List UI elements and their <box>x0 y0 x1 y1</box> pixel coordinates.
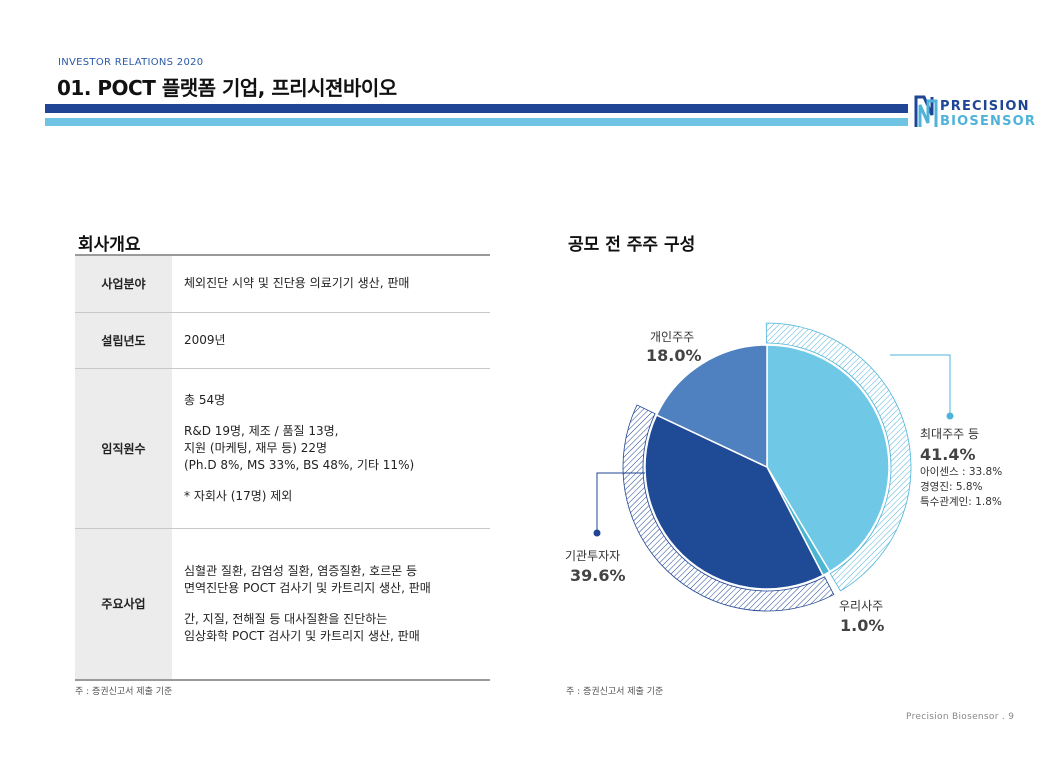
pie-slice <box>766 344 890 573</box>
slice-category-label: 개인주주 <box>650 330 694 344</box>
page-title: 01. POCT 플랫폼 기업, 프리시젼바이오 <box>57 76 397 100</box>
table-row: 주요사업 심혈관 질환, 감염성 질환, 염증질환, 호르몬 등 면역진단용 P… <box>75 528 490 681</box>
table-row: 임직원수 총 54명 R&D 19명, 제조 / 품질 13명, 지원 (마케팅… <box>75 368 490 529</box>
precision-logo-icon <box>914 95 938 127</box>
logo-text-biosensor: BIOSENSOR <box>940 114 1037 129</box>
chart-source-note: 주 : 증권신고서 제출 기준 <box>566 687 664 697</box>
slice-value-label: 1.0% <box>840 616 884 635</box>
value-line: 총 54명 <box>184 392 226 407</box>
slice-category-label: 최대주주 등 <box>920 427 979 441</box>
page-footer: Precision Biosensor . 9 <box>906 712 1015 722</box>
leader-line <box>596 472 645 533</box>
value-line: 면역진단용 POCT 검사기 및 카트리지 생산, 판매 <box>184 580 431 595</box>
value-line: 간, 지질, 전해질 등 대사질환을 진단하는 <box>184 611 388 626</box>
leader-dot <box>946 412 954 420</box>
value-line: 체외진단 시약 및 진단용 의료기기 생산, 판매 <box>184 276 410 291</box>
source-note: 주 : 증권신고서 제출 기준 <box>75 687 173 697</box>
breakdown-label: 특수관계인: 1.8% <box>920 496 1002 508</box>
row-value: 총 54명 R&D 19명, 제조 / 품질 13명, 지원 (마케팅, 재무 … <box>172 368 490 529</box>
header-bar-sky <box>45 118 908 126</box>
row-label: 설립년도 <box>75 312 172 369</box>
leader-dot <box>593 529 601 537</box>
value-line: R&D 19명, 제조 / 품질 13명, <box>184 423 339 438</box>
slice-value-label: 41.4% <box>920 445 976 464</box>
value-line: 심혈관 질환, 감염성 질환, 염증질환, 호르몬 등 <box>184 563 418 578</box>
row-label: 임직원수 <box>75 368 172 529</box>
row-label: 사업분야 <box>75 254 172 313</box>
overview-title: 회사개요 <box>78 235 141 255</box>
breakdown-label: 경영진: 5.8% <box>920 480 983 493</box>
value-line: * 자회사 (17명) 제외 <box>184 488 293 503</box>
overview-table: 사업분야 체외진단 시약 및 진단용 의료기기 생산, 판매 설립년도 2009… <box>75 254 490 681</box>
logo-text-precision: PRECISION <box>940 99 1030 114</box>
leader-line <box>890 354 951 416</box>
value-line: 지원 (마케팅, 재무 등) 22명 <box>184 440 328 455</box>
value-line: 2009년 <box>184 332 226 347</box>
chart-title: 공모 전 주주 구성 <box>568 235 696 255</box>
header-bar-navy <box>45 104 908 113</box>
eyebrow-label: INVESTOR RELATIONS 2020 <box>58 57 204 68</box>
pie-slice <box>655 344 768 469</box>
pie-ring-highlight <box>765 322 912 592</box>
value-line: 임상화학 POCT 검사기 및 카트리지 생산, 판매 <box>184 628 420 643</box>
table-row: 사업분야 체외진단 시약 및 진단용 의료기기 생산, 판매 <box>75 254 490 313</box>
shareholder-pie-chart: 최대주주 등 41.4% 아이센스 : 33.8% 경영진: 5.8% 특수관계인: 1… <box>565 322 1002 635</box>
breakdown-label: 아이센스 : 33.8% <box>920 466 1002 478</box>
pie-ring-highlight <box>622 404 835 612</box>
row-label: 주요사업 <box>75 528 172 681</box>
value-line: (Ph.D 8%, MS 33%, BS 48%, 기타 11%) <box>184 457 415 472</box>
row-value: 2009년 <box>172 312 490 369</box>
row-value: 체외진단 시약 및 진단용 의료기기 생산, 판매 <box>172 254 490 313</box>
slice-value-label: 39.6% <box>570 566 626 585</box>
slice-value-label: 18.0% <box>646 346 702 365</box>
slice-category-label: 기관투자자 <box>565 549 620 563</box>
row-value: 심혈관 질환, 감염성 질환, 염증질환, 호르몬 등 면역진단용 POCT 검… <box>172 528 490 681</box>
pie-slice <box>644 414 825 590</box>
slice-category-label: 우리사주 <box>839 599 883 613</box>
table-row: 설립년도 2009년 <box>75 312 490 369</box>
